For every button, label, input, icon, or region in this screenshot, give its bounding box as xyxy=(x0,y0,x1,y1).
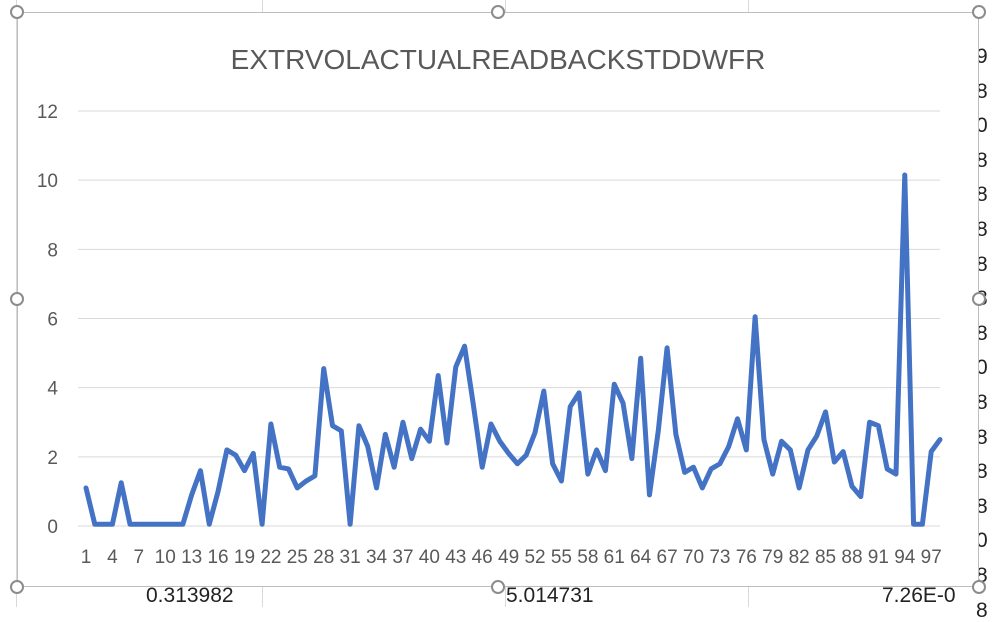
y-tick-label: 2 xyxy=(47,448,58,469)
y-tick-label: 8 xyxy=(47,240,58,261)
x-tick-label: 46 xyxy=(472,547,493,568)
x-tick-label: 79 xyxy=(762,547,783,568)
x-tick-label: 73 xyxy=(709,547,730,568)
x-tick-label: 43 xyxy=(445,547,466,568)
x-tick-label: 31 xyxy=(340,547,361,568)
resize-handle-top-center[interactable] xyxy=(491,5,505,19)
x-tick-label: 94 xyxy=(894,547,916,568)
x-tick-label: 10 xyxy=(155,547,176,568)
resize-handle-bottom-center[interactable] xyxy=(491,580,505,594)
x-tick-label: 7 xyxy=(134,547,145,568)
gridlines xyxy=(78,111,940,526)
x-tick-label: 70 xyxy=(683,547,704,568)
x-tick-label: 22 xyxy=(260,547,281,568)
y-tick-label: 10 xyxy=(37,171,58,192)
resize-handle-top-right[interactable] xyxy=(972,5,986,19)
sheet-cell[interactable]: 0.313982 xyxy=(146,585,234,606)
x-tick-label: 52 xyxy=(524,547,545,568)
x-tick-label: 4 xyxy=(107,547,118,568)
sheet-cell[interactable]: 5.014731 xyxy=(506,585,594,606)
resize-handle-middle-right[interactable] xyxy=(972,292,986,306)
x-tick-label: 55 xyxy=(551,547,572,568)
x-tick-label: 97 xyxy=(921,547,942,568)
x-tick-label: 85 xyxy=(815,547,836,568)
x-tick-label: 61 xyxy=(604,547,625,568)
series-group xyxy=(86,175,940,524)
x-tick-label: 76 xyxy=(736,547,757,568)
y-axis-labels: 0 2 4 6 8 10 12 xyxy=(37,102,59,538)
x-tick-label: 88 xyxy=(841,547,862,568)
sheet-cell-fragment: 8 xyxy=(976,600,988,621)
x-tick-label: 16 xyxy=(207,547,228,568)
resize-handle-bottom-left[interactable] xyxy=(10,580,24,594)
x-tick-label: 49 xyxy=(498,547,519,568)
series-line xyxy=(86,175,940,524)
x-tick-label: 37 xyxy=(392,547,413,568)
resize-handle-top-left[interactable] xyxy=(10,5,24,19)
x-tick-label: 64 xyxy=(630,547,652,568)
chart-title: EXTRVOLACTUALREADBACKSTDDWFR xyxy=(231,44,766,75)
y-tick-label: 4 xyxy=(47,379,58,400)
resize-handle-bottom-right[interactable] xyxy=(972,580,986,594)
y-tick-label: 12 xyxy=(37,102,58,123)
x-tick-label: 34 xyxy=(366,547,388,568)
x-tick-label: 19 xyxy=(234,547,255,568)
y-tick-label: 0 xyxy=(47,517,58,538)
x-tick-label: 58 xyxy=(577,547,598,568)
x-tick-label: 91 xyxy=(868,547,889,568)
x-tick-label: 13 xyxy=(181,547,202,568)
y-tick-label: 6 xyxy=(47,310,58,331)
sheet-cell[interactable]: 7.26E-0 xyxy=(882,585,956,606)
x-tick-label: 82 xyxy=(789,547,810,568)
resize-handle-middle-left[interactable] xyxy=(10,292,24,306)
x-tick-label: 40 xyxy=(419,547,440,568)
x-tick-label: 25 xyxy=(287,547,308,568)
x-tick-label: 67 xyxy=(657,547,678,568)
x-tick-label: 28 xyxy=(313,547,334,568)
x-tick-label: 1 xyxy=(81,547,92,568)
